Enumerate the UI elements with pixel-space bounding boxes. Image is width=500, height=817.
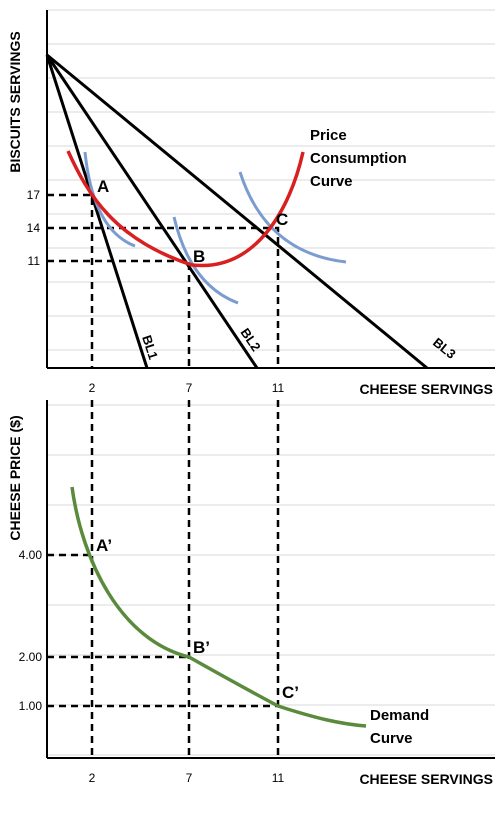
indifference-curve-c xyxy=(238,171,347,264)
top-y-tick-label: 11 xyxy=(28,254,41,268)
annotation-line: Curve xyxy=(370,730,413,747)
point-label-a: A xyxy=(97,177,109,196)
indifference-curve-a xyxy=(83,151,136,248)
annotation-line: Price xyxy=(310,127,347,144)
bottom-y-tick-label: 2.00 xyxy=(19,650,43,664)
top-y-tick-label: 17 xyxy=(27,188,41,202)
point-label-c-prime: C’ xyxy=(282,683,299,702)
bottom-x-tick-label: 2 xyxy=(89,771,96,785)
annotation-line: Curve xyxy=(310,173,353,190)
bottom-y-tick-label: 1.00 xyxy=(19,699,43,713)
price-consumption-curve xyxy=(66,150,305,268)
top-x-tick-label: 2 xyxy=(89,381,96,395)
bottom-x-axis-title: CHEESE SERVINGS xyxy=(359,771,493,787)
point-label-b-prime: B’ xyxy=(193,638,210,657)
top-chart: 17 14 11 2 7 11 CHEESE SERVINGS BISCUITS… xyxy=(7,9,495,397)
bottom-y-axis-title: CHEESE PRICE ($) xyxy=(7,415,23,540)
top-x-tick-label: 11 xyxy=(272,381,285,395)
indifference-curves xyxy=(83,151,347,305)
top-x-tick-label: 7 xyxy=(186,381,193,395)
demand-annotation: Demand Curve xyxy=(370,707,433,747)
demand-curve xyxy=(70,486,367,728)
top-y-tick-label: 14 xyxy=(27,221,41,235)
budget-line-bl1 xyxy=(45,54,149,369)
bottom-chart: 4.00 2.00 1.00 2 7 11 CHEESE SERVINGS CH… xyxy=(7,400,495,787)
point-label-c: C xyxy=(276,210,288,229)
annotation-line: Consumption xyxy=(310,150,407,167)
indifference-curve-b xyxy=(172,216,239,305)
bottom-y-tick-label: 4.00 xyxy=(19,548,43,562)
top-grid xyxy=(47,9,495,351)
top-x-axis-title: CHEESE SERVINGS xyxy=(359,381,493,397)
bottom-x-tick-label: 7 xyxy=(186,771,193,785)
budget-line-label-bl3: BL3 xyxy=(430,335,459,362)
point-label-a-prime: A’ xyxy=(96,536,112,555)
vertical-guides xyxy=(90,400,280,758)
budget-line-bl3 xyxy=(46,53,428,370)
budget-line-bl2 xyxy=(45,54,259,369)
bottom-x-tick-label: 11 xyxy=(272,771,285,785)
budget-line-label-bl1: BL1 xyxy=(139,333,161,361)
annotation-line: Demand xyxy=(370,707,429,724)
point-label-b: B xyxy=(193,247,205,266)
top-y-axis-title: BISCUITS SERVINGS xyxy=(7,31,23,172)
bottom-guides xyxy=(47,553,278,708)
price-consumption-annotation: Price Consumption Curve xyxy=(310,127,411,190)
